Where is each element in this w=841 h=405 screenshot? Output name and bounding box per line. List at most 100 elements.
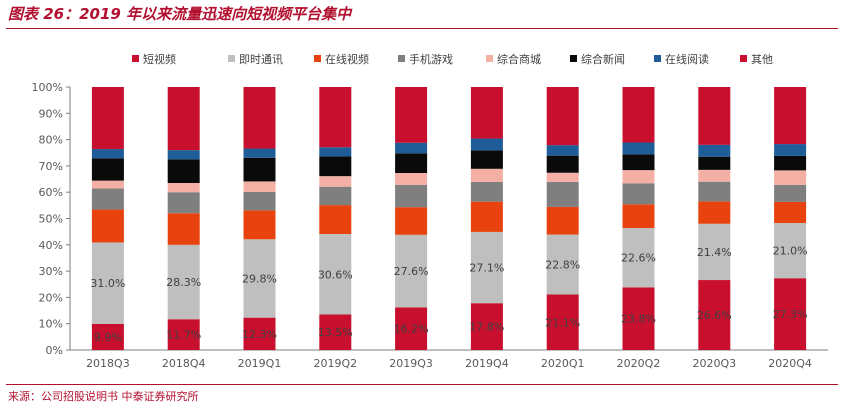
bar-segment <box>774 170 807 185</box>
bar-segment <box>470 231 503 304</box>
legend-label: 综合新闻 <box>581 52 625 66</box>
bar-segment <box>622 183 655 205</box>
data-label: 30.6% <box>318 268 353 281</box>
bar-segment <box>243 191 276 211</box>
bar-segment <box>319 314 352 350</box>
bar-segment <box>698 223 731 281</box>
bar-segment <box>470 201 503 232</box>
bar-segment <box>622 227 655 288</box>
legend-label: 手机游戏 <box>409 52 453 66</box>
data-label: 26.6% <box>697 309 732 322</box>
bar-segment <box>622 170 655 184</box>
data-label: 13.5% <box>318 326 353 339</box>
bar-segment <box>91 149 124 159</box>
bar-segment <box>167 319 200 350</box>
bar-segment <box>698 156 731 170</box>
bar-segment <box>698 144 731 157</box>
bar-segment <box>546 294 579 350</box>
legend-item: 在线视频 <box>314 52 369 66</box>
bar-segment <box>91 242 124 324</box>
data-label: 11.7% <box>166 329 201 342</box>
bar-segment <box>774 222 807 279</box>
y-tick-label: 80% <box>39 134 63 147</box>
chart-legend: 短视频 即时通讯 在线视频 手机游戏 综合商城 综合新闻 在线阅读 其他 <box>132 52 773 66</box>
bar-segment <box>546 181 579 207</box>
y-tick-label: 70% <box>39 160 63 173</box>
bar-segment <box>319 87 352 148</box>
bar-segment <box>167 244 200 320</box>
legend-label: 综合商城 <box>497 52 541 66</box>
bar-segment <box>395 87 428 143</box>
bar-segment <box>91 323 124 350</box>
title-rule <box>6 28 838 29</box>
legend-item: 在线阅读 <box>654 52 709 66</box>
data-label: 29.8% <box>242 272 277 285</box>
bar-segment <box>243 239 276 318</box>
bar-segment <box>167 159 200 183</box>
y-tick-label: 30% <box>39 265 63 278</box>
bar-segment <box>91 87 124 150</box>
bar-segment <box>167 213 200 245</box>
data-label: 27.6% <box>394 265 429 278</box>
data-label: 31.0% <box>90 277 125 290</box>
bar-segment <box>698 181 731 202</box>
bar-segment <box>167 182 200 193</box>
chart-bars <box>91 87 807 350</box>
bar-segment <box>167 150 200 160</box>
bar-segment <box>774 184 807 202</box>
data-label: 21.1% <box>545 316 580 329</box>
bar-segment <box>395 173 428 185</box>
legend-item: 综合新闻 <box>570 52 625 66</box>
bar-segment <box>243 87 276 149</box>
chart-title: 图表 26：2019 年以来流量迅速向短视频平台集中 <box>8 5 352 23</box>
bar-segment <box>167 192 200 214</box>
bar-segment <box>622 154 655 171</box>
x-tick-label: 2019Q2 <box>313 357 357 370</box>
x-tick-label: 2018Q3 <box>86 357 130 370</box>
bar-segment <box>319 234 352 315</box>
source-rule <box>6 384 838 385</box>
bar-segment <box>470 150 503 169</box>
bar-segment <box>622 287 655 350</box>
legend-swatch <box>570 55 577 62</box>
bar-segment <box>774 87 807 145</box>
bar-segment <box>91 180 124 189</box>
bar-segment <box>774 155 807 171</box>
data-label: 27.1% <box>469 262 504 275</box>
bar-segment <box>395 307 428 350</box>
bar-segment <box>546 155 579 173</box>
x-tick-label: 2019Q3 <box>389 357 433 370</box>
data-label: 28.3% <box>166 276 201 289</box>
legend-swatch <box>314 55 321 62</box>
bar-segment <box>622 87 655 143</box>
data-label: 23.8% <box>621 313 656 326</box>
legend-item: 综合商城 <box>486 52 541 66</box>
chart-data-labels: 9.9% 31.0% 11.7% 28.3% 12.3% 29.8% 13.5% 30.6% 1… <box>90 245 807 344</box>
y-tick-label: 20% <box>39 291 63 304</box>
x-tick-label: 2020Q4 <box>768 357 812 370</box>
bar-segment <box>470 168 503 182</box>
bar-segment <box>319 205 352 235</box>
y-tick-label: 0% <box>46 344 63 357</box>
data-label: 22.8% <box>545 259 580 272</box>
data-label: 16.2% <box>394 323 429 336</box>
legend-label: 即时通讯 <box>239 53 283 66</box>
bar-segment <box>319 147 352 157</box>
x-tick-label: 2020Q2 <box>617 357 661 370</box>
bar-segment <box>774 144 807 156</box>
bar-segment <box>774 201 807 223</box>
bar-segment <box>395 142 428 154</box>
legend-swatch <box>740 55 747 62</box>
bar-segment <box>243 317 276 350</box>
bar-segment <box>395 234 428 308</box>
x-axis-ticks: 2018Q3 2018Q4 2019Q1 2019Q2 2019Q3 2019Q4 2020… <box>86 357 812 370</box>
y-tick-label: 50% <box>39 213 63 226</box>
bar-segment <box>774 278 807 350</box>
x-tick-label: 2020Q3 <box>692 357 736 370</box>
legend-swatch <box>398 55 405 62</box>
chart-axes: 0% 10% 20% 30% 40% 50% 60% 70% 80% 90% 100% <box>32 81 828 357</box>
bar-segment <box>546 145 579 156</box>
bar-segment <box>470 138 503 151</box>
legend-swatch <box>486 55 493 62</box>
bar-segment <box>698 169 731 182</box>
